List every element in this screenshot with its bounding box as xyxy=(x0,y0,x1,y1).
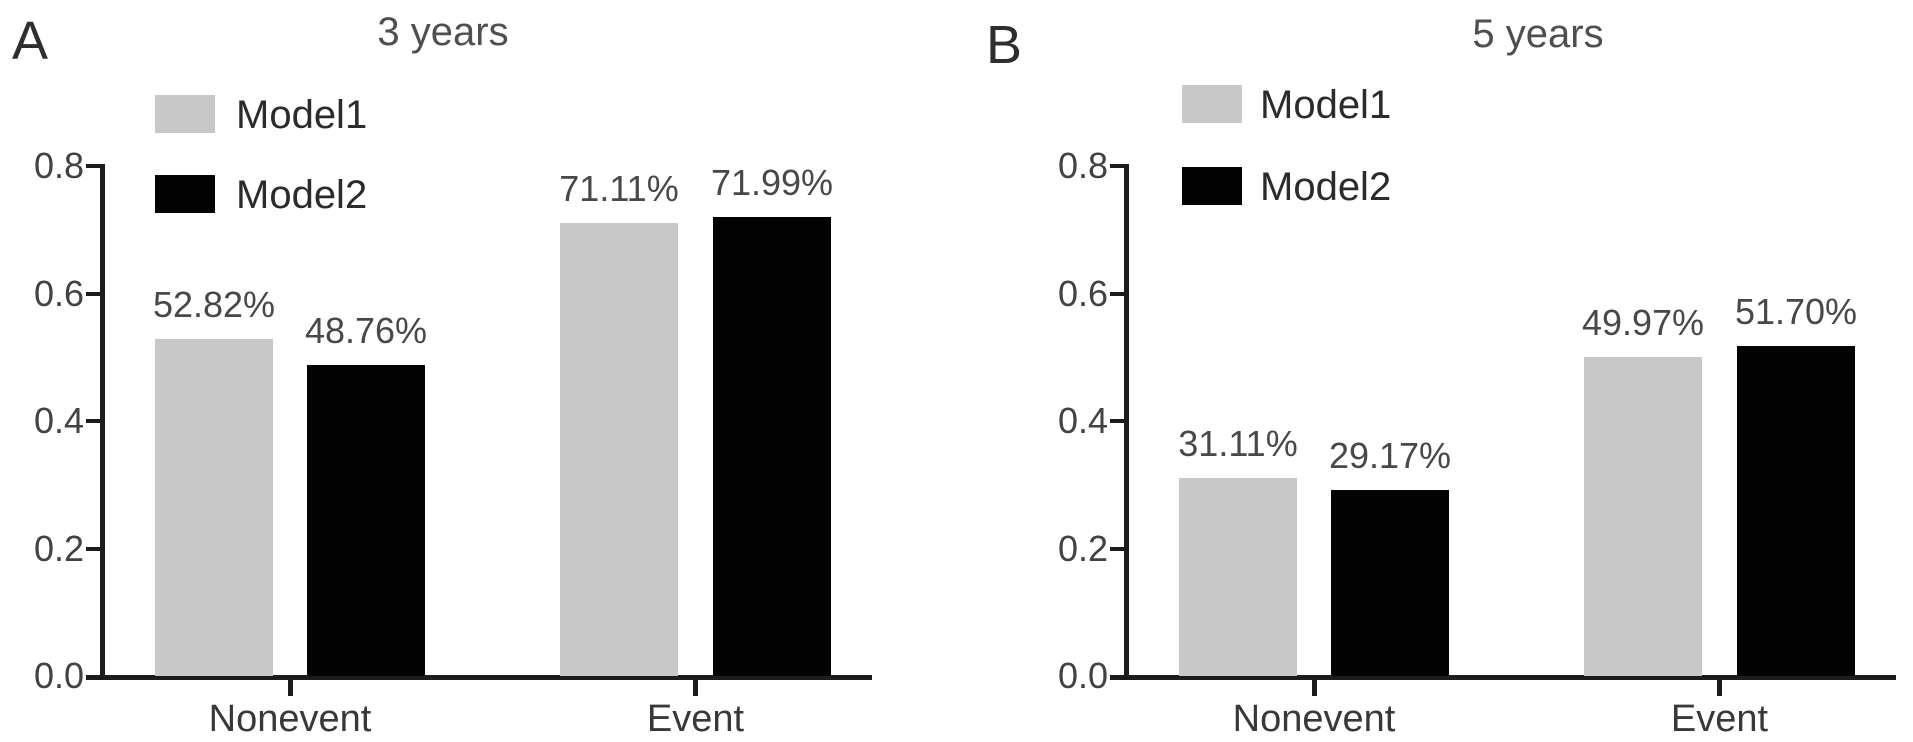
y-axis-tick-label-a: 0.6 xyxy=(33,272,84,314)
legend-label-model1: Model1 xyxy=(1260,83,1392,127)
bar-model2-nonevent xyxy=(307,365,425,676)
bar-model1-event xyxy=(1584,357,1702,676)
y-axis-tick-label-a: 0.4 xyxy=(33,400,84,441)
bar-value-label-model1-nonevent: 31.11% xyxy=(1178,423,1298,464)
y-axis-tick-label-a: 0.2 xyxy=(33,527,84,569)
y-axis-tick-a xyxy=(86,419,100,423)
bar-value-label-model2-nonevent: 29.17% xyxy=(1328,435,1452,476)
legend-label-model2: Model2 xyxy=(1260,165,1392,209)
chart-title-a: 3 years xyxy=(377,10,509,54)
y-axis-tick-a xyxy=(86,164,100,168)
y-axis-tick-b xyxy=(1110,291,1124,296)
legend-label-model2: Model2 xyxy=(236,173,368,217)
y-axis-tick-label-b: 0.2 xyxy=(1057,527,1108,569)
bar-model2-event xyxy=(1737,346,1855,676)
y-axis-tick-b xyxy=(1110,164,1124,168)
legend-label-model1: Model1 xyxy=(236,93,368,137)
x-axis-category-label-event: Event xyxy=(1670,698,1769,740)
y-axis-tick-label-b: 0.6 xyxy=(1057,272,1108,314)
y-axis-line-a xyxy=(100,164,105,680)
y-axis-line-b xyxy=(1124,164,1129,680)
legend-swatch-model2 xyxy=(1182,167,1242,205)
bar-value-label-model2-event: 71.99% xyxy=(710,162,834,203)
bar-model1-nonevent xyxy=(1179,478,1297,676)
chart-title-b: 5 years xyxy=(1472,12,1604,56)
y-axis-tick-a xyxy=(86,291,100,296)
y-axis-tick-label-a: 0.0 xyxy=(33,655,84,696)
y-axis-tick-label-a: 0.8 xyxy=(33,145,84,186)
x-axis-category-tick-nonevent xyxy=(1311,680,1317,696)
bar-value-label-model2-event: 51.70% xyxy=(1734,291,1858,332)
legend-swatch-model1 xyxy=(155,95,215,133)
panel-letter-b: B xyxy=(986,15,1024,75)
x-axis-category-tick-event xyxy=(1717,680,1722,696)
y-axis-tick-label-b: 0.4 xyxy=(1057,400,1108,441)
y-axis-tick-label-b: 0.0 xyxy=(1057,655,1108,696)
bar-value-label-model1-nonevent: 52.82% xyxy=(152,284,276,325)
x-axis-category-label-nonevent: Nonevent xyxy=(1232,698,1396,740)
x-axis-category-tick-event xyxy=(693,680,698,696)
bar-value-label-model1-event: 71.11% xyxy=(559,168,679,209)
bar-model1-event xyxy=(560,223,678,676)
x-axis-category-label-nonevent: Nonevent xyxy=(208,698,372,740)
x-axis-category-tick-nonevent xyxy=(287,680,293,696)
legend-swatch-model2 xyxy=(155,175,215,213)
bar-model2-event xyxy=(713,217,831,676)
bar-value-label-model2-nonevent: 48.76% xyxy=(304,310,428,351)
bar-value-label-model1-event: 49.97% xyxy=(1581,302,1705,343)
bar-model2-nonevent xyxy=(1331,490,1449,676)
y-axis-tick-a xyxy=(86,546,100,551)
y-axis-tick-b xyxy=(1110,419,1124,423)
bar-model1-nonevent xyxy=(155,339,273,676)
y-axis-tick-b xyxy=(1110,546,1124,551)
x-axis-line-a xyxy=(86,675,872,680)
panel-letter-a: A xyxy=(12,11,50,71)
x-axis-category-label-event: Event xyxy=(646,698,745,740)
y-axis-tick-label-b: 0.8 xyxy=(1057,145,1108,186)
x-axis-line-b xyxy=(1110,675,1896,680)
legend-swatch-model1 xyxy=(1182,85,1242,123)
